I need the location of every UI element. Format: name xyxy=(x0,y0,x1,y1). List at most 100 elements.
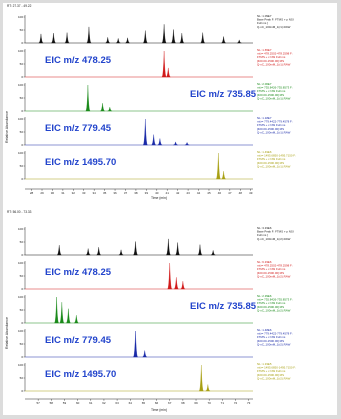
eic-label: EIC m/z 735.85 xyxy=(190,89,257,100)
x-tick-label: 57 xyxy=(36,401,40,405)
y-tick-label: 0 xyxy=(21,287,23,291)
trace-info-text: [400.00-1500.00] MS xyxy=(257,373,284,377)
peak xyxy=(133,330,138,358)
trace-info-text: [400.00-1500.00] MS xyxy=(257,93,284,97)
y-tick-label: 50 xyxy=(20,28,24,32)
trace-info-text: m/z= 478.2502-478.2598 F: xyxy=(257,52,293,56)
trace-info-text: Q-nC_100mM_1(r1).RAW xyxy=(257,96,291,100)
x-tick-label: 32 xyxy=(72,191,76,195)
x-axis-label: Time (min) xyxy=(150,408,168,412)
peak xyxy=(85,84,91,112)
y-tick-label: 50 xyxy=(20,164,24,168)
trace-info-text: NL: 1.33E5 xyxy=(257,362,272,366)
x-tick-label: 49 xyxy=(249,191,253,195)
x-tick-label: 69 xyxy=(194,401,198,405)
x-tick-label: 44 xyxy=(197,191,201,195)
trace-info-text: m/z= 478.2502-478.2598 F: xyxy=(257,264,293,268)
trace-info-text: NL: 1.09E7 xyxy=(257,14,272,18)
peak xyxy=(151,134,156,146)
peak xyxy=(166,238,171,256)
x-tick-label: 68 xyxy=(181,401,185,405)
y-tick-label: 0 xyxy=(21,109,23,113)
y-tick-label: 100 xyxy=(18,151,23,155)
y-tick-label: 100 xyxy=(18,261,23,265)
peak xyxy=(107,107,113,112)
y-tick-label: 100 xyxy=(18,83,23,87)
peak xyxy=(86,26,92,44)
trace-info-text: m/z= 779.4422-779.4578 F: xyxy=(257,120,293,124)
x-tick-label: 30 xyxy=(51,191,55,195)
peak xyxy=(64,32,70,44)
y-tick-label: 0 xyxy=(21,177,23,181)
trace-info-text: FTMS + c NSI Full ms xyxy=(257,157,286,161)
figure: RT: 27.37 - 49.22 0 50 100 NL: 1.09E7 Base P… xyxy=(3,3,337,415)
x-tick-label: 38 xyxy=(134,191,138,195)
peak xyxy=(66,308,71,324)
peak xyxy=(198,364,204,392)
trace-info-text: m/z= 735.8426-735.8573 F: xyxy=(257,298,293,302)
eic-label: EIC m/z 478.25 xyxy=(45,267,112,278)
x-tick-label: 65 xyxy=(142,401,146,405)
x-tick-label: 40 xyxy=(155,191,159,195)
y-tick-label: 50 xyxy=(20,96,24,100)
peak xyxy=(56,245,62,256)
peak xyxy=(115,38,121,44)
trace-info-text: Full ms [ xyxy=(257,233,268,237)
peak xyxy=(157,138,163,146)
peak xyxy=(105,37,110,44)
trace-info-text: Q-nC_100mM_1(r2).RAW xyxy=(257,376,291,380)
y-tick-label: 0 xyxy=(21,75,23,79)
trace-info-text: Q-nC_100mM_1(r2).RAW xyxy=(257,342,291,346)
trace-info-text: FTMS + c NSI Full ms xyxy=(257,369,286,373)
eic-label: EIC m/z 1495.70 xyxy=(45,157,116,168)
x-tick-label: 64 xyxy=(129,401,133,405)
peak xyxy=(174,277,179,290)
eic-label: EIC m/z 478.25 xyxy=(45,55,112,66)
peak xyxy=(125,37,130,44)
x-tick-label: 46 xyxy=(218,191,222,195)
trace-info-text: Q-nC_100mM_1(r1).RAW xyxy=(257,130,291,134)
trace-info-text: Q-nC_100mM_1(r1).RAW xyxy=(257,62,291,66)
chromatogram-panel-top: RT: 27.37 - 49.22 0 50 100 NL: 1.09E7 Base P… xyxy=(3,3,337,205)
peak xyxy=(179,33,185,44)
y-tick-label: 100 xyxy=(18,295,23,299)
peak xyxy=(38,33,44,44)
y-tick-label: 50 xyxy=(20,308,24,312)
trace-info-text: [400.00-1500.00] MS xyxy=(257,59,284,63)
y-tick-label: 50 xyxy=(20,342,24,346)
x-tick-label: 58 xyxy=(50,401,54,405)
eic-label: EIC m/z 1495.70 xyxy=(45,369,116,380)
x-tick-label: 60 xyxy=(76,401,80,405)
x-tick-label: 66 xyxy=(155,401,159,405)
trace-info-text: NL: 1.18E7 xyxy=(257,116,272,120)
trace-info-text: NL: 3.33E6 xyxy=(257,226,272,230)
x-tick-label: 62 xyxy=(102,401,106,405)
peak xyxy=(96,247,101,256)
peak xyxy=(161,24,167,44)
trace-info-text: Q-nC_100mM_1(r2).RAW xyxy=(257,274,291,278)
trace-info-text: NL: 2.06E7 xyxy=(257,82,272,86)
peak xyxy=(175,242,180,256)
x-tick-label: 73 xyxy=(247,401,251,405)
peak xyxy=(161,50,167,78)
x-tick-label: 72 xyxy=(234,401,238,405)
trace-info-text: FTMS + c NSI Full ms xyxy=(257,335,286,339)
trace-info-text: Q-nC_100mM_1(r2).RAW xyxy=(257,237,291,241)
x-tick-label: 35 xyxy=(103,191,107,195)
y-tick-label: 100 xyxy=(18,49,23,53)
x-tick-label: 45 xyxy=(207,191,211,195)
x-tick-label: 34 xyxy=(93,191,97,195)
eic-label: EIC m/z 779.45 xyxy=(45,123,112,134)
x-tick-label: 28 xyxy=(30,191,34,195)
trace-info-text: Q-nC_100mM_1(r1).RAW xyxy=(257,25,291,29)
trace-info-text: Full ms [ xyxy=(257,21,268,25)
peak xyxy=(173,141,178,146)
x-tick-label: 29 xyxy=(40,191,44,195)
peak xyxy=(167,262,173,290)
trace-info-text: m/z= 1495.6850-1495.7150 F: xyxy=(257,366,296,370)
peak xyxy=(171,29,176,44)
y-tick-label: 50 xyxy=(20,62,24,66)
chromatogram-panel-bottom: RT: 56.00 - 73.33 0 50 100 NL: 3.33E6 Base P… xyxy=(3,209,337,415)
trace-info-text: NL: 1.49E6 xyxy=(257,150,272,154)
peak xyxy=(51,33,56,44)
